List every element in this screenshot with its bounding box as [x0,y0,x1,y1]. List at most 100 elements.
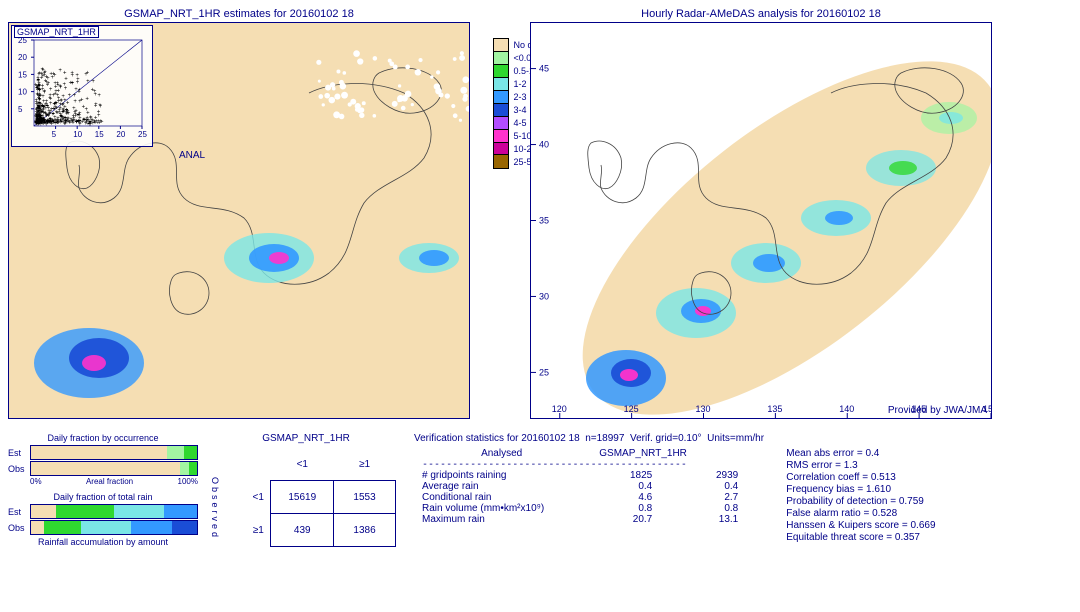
svg-text:+: + [36,75,40,81]
svg-text:+: + [54,118,58,124]
stats-row: Maximum rain20.713.1 [414,514,746,525]
svg-text:5: 5 [18,105,23,114]
left-map-panel: GSMAP_NRT_1HR estimates for 20160102 18 … [8,8,470,419]
svg-text:+: + [66,119,70,125]
svg-text:25: 25 [539,367,549,377]
row-est-label: Est [8,448,30,458]
svg-text:40: 40 [539,140,549,150]
svg-text:10: 10 [18,88,27,97]
svg-text:+: + [52,111,56,117]
score-row: Equitable threat score = 0.357 [786,532,935,543]
svg-text:+: + [64,76,68,82]
stats-row: Rain volume (mm•km²x10⁹)0.80.8 [414,503,746,514]
svg-text:+: + [53,73,57,79]
occ-obs-bar [30,461,198,476]
svg-text:+: + [63,98,67,104]
svg-text:+: + [64,86,68,92]
svg-text:20: 20 [18,53,27,62]
svg-text:+: + [85,97,89,103]
left-map-box: ANAL GSMAP_NRT_1HR 551010151520202525+++… [8,22,470,419]
svg-text:+: + [41,67,45,73]
svg-text:+: + [97,93,101,99]
row-h2: ≥1 [246,514,271,547]
contingency-table: <1≥1 <1156191553 ≥14391386 [246,448,396,547]
credit-text: Provided by JWA/JMA [888,405,987,416]
svg-text:+: + [70,73,74,79]
svg-text:+: + [86,79,90,85]
left-map-title: GSMAP_NRT_1HR estimates for 20160102 18 [8,8,470,20]
svg-text:+: + [38,121,42,127]
svg-text:+: + [37,91,41,97]
cell-00: 15619 [271,481,334,514]
svg-text:+: + [59,102,63,108]
svg-text:+: + [56,93,60,99]
dashes: ----------------------------------------… [414,459,695,470]
svg-text:+: + [91,88,95,94]
col-h1: <1 [271,448,334,481]
svg-text:+: + [78,111,82,117]
cell-11: 1386 [334,514,396,547]
top-row: GSMAP_NRT_1HR estimates for 20160102 18 … [8,8,1072,419]
svg-text:+: + [78,87,82,93]
col-h2: ≥1 [334,448,396,481]
score-row: RMS error = 1.3 [786,460,935,471]
row-obs-label: Obs [8,464,30,474]
bottom-row: Daily fraction by occurrence Est Obs 0%A… [8,433,1072,549]
svg-text:30: 30 [539,291,549,301]
axis-mid: Areal fraction [86,477,133,486]
score-row: Probability of detection = 0.759 [786,496,935,507]
score-row: Mean abs error = 0.4 [786,448,935,459]
svg-text:+: + [48,116,52,122]
stats-row: # gridpoints raining18252939 [414,470,746,481]
svg-text:+: + [70,80,74,86]
svg-text:+: + [68,93,72,99]
stats-row: Conditional rain4.62.7 [414,492,746,503]
svg-text:+: + [58,84,62,90]
svg-text:+: + [41,83,45,89]
row-h1: <1 [246,481,271,514]
svg-text:130: 130 [696,404,711,414]
svg-text:+: + [58,68,62,74]
svg-text:+: + [97,110,101,116]
tot-est-bar [30,504,198,519]
stats-col1: Analysed [439,448,530,459]
svg-text:15: 15 [18,70,27,79]
svg-text:+: + [53,81,57,87]
fraction-panel: Daily fraction by occurrence Est Obs 0%A… [8,433,198,549]
svg-text:+: + [70,118,74,124]
right-map-svg: 1201251301351401451502530354045 [531,23,991,418]
svg-text:+: + [53,101,57,107]
score-row: Hanssen & Kuipers score = 0.669 [786,520,935,531]
tot-title: Daily fraction of total rain [8,492,198,502]
svg-text:35: 35 [539,216,549,226]
svg-text:5: 5 [52,130,57,139]
right-map-box: 1201251301351401451502530354045 Provided… [530,22,992,419]
occ-title: Daily fraction by occurrence [8,433,198,443]
inset-svg: 551010151520202525++++++++++++++++++++++… [12,26,152,146]
svg-text:+: + [75,73,79,79]
stats-row: Average rain0.40.4 [414,481,746,492]
score-row: Correlation coeff = 0.513 [786,472,935,483]
svg-text:+: + [99,119,103,125]
right-map-panel: Hourly Radar-AMeDAS analysis for 2016010… [530,8,992,419]
svg-text:+: + [87,118,91,124]
svg-text:15: 15 [95,130,104,139]
cell-10: 439 [271,514,334,547]
stats-scores: Mean abs error = 0.4RMS error = 1.3Corre… [786,448,935,544]
svg-text:+: + [42,90,46,96]
tot-obs-bar [30,520,198,535]
svg-text:20: 20 [116,130,125,139]
accum-label: Rainfall accumulation by amount [8,537,198,547]
stats-title: Verification statistics for 20160102 18 … [414,433,1072,444]
svg-text:10: 10 [73,130,82,139]
stats-panel: Verification statistics for 20160102 18 … [414,433,1072,544]
row-obs-label2: Obs [8,523,30,533]
svg-text:+: + [86,70,90,76]
stats-col2: GSMAP_NRT_1HR [530,448,695,459]
svg-text:+: + [47,81,51,87]
right-map-title: Hourly Radar-AMeDAS analysis for 2016010… [530,8,992,20]
svg-text:+: + [62,109,66,115]
inset-title: GSMAP_NRT_1HR [14,26,99,38]
svg-text:+: + [99,104,103,110]
svg-text:+: + [73,99,77,105]
